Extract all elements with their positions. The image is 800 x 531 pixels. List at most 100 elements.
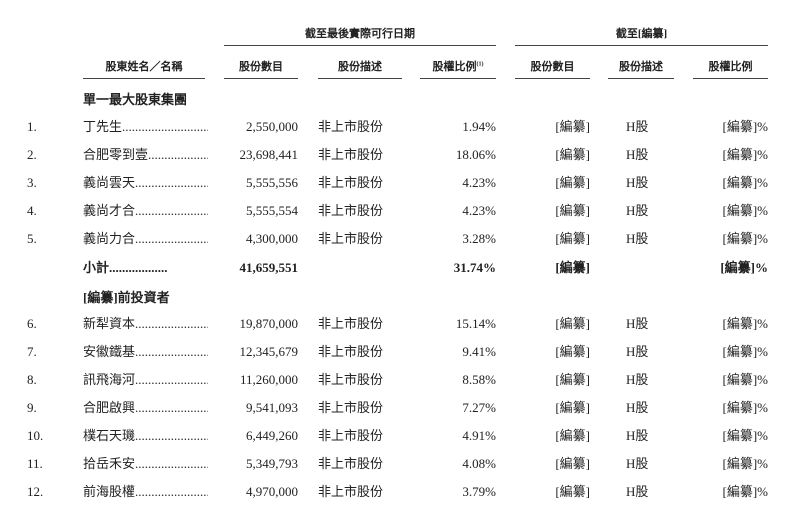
shareholder-name: 義尚雲天.............................. — [83, 175, 208, 190]
divider — [318, 78, 402, 79]
table-row: 12. 前海股權.............................. 4,9… — [0, 478, 800, 506]
ownership-pct-2: [編纂]% — [722, 456, 769, 471]
name-text: 丁先生 — [83, 119, 123, 134]
shares: 12,345,679 — [239, 344, 299, 359]
shares-2: [編纂] — [555, 456, 590, 471]
shares-2: [編纂] — [555, 175, 590, 190]
share-description: 非上市股份 — [318, 119, 384, 134]
table-row: 4. 義尚才合.............................. 5,55… — [0, 197, 800, 225]
group-header-latest-date: 截至最後實際可行日期 — [305, 28, 415, 40]
ownership-pct-2: [編纂]% — [722, 428, 769, 443]
shares: 19,870,000 — [239, 316, 299, 331]
row-number: 12. — [27, 484, 44, 499]
name-text: 樸石天璣 — [83, 428, 136, 443]
ownership-pct: 4.08% — [462, 456, 496, 471]
shares-2: [編纂] — [555, 484, 590, 499]
subtotal-row: 小計.................. 41,659,551 31.74% [… — [0, 254, 800, 282]
ownership-pct-2: [編纂]% — [722, 484, 769, 499]
shareholder-name: 新犁資本.............................. — [83, 316, 208, 331]
table-row: 10. 樸石天璣.............................. 6,4… — [0, 422, 800, 450]
shares: 4,970,000 — [246, 484, 298, 499]
subtotal-label: 小計.................. — [83, 260, 168, 275]
ownership-pct: 4.23% — [462, 175, 496, 190]
name-text: 拾岳禾安 — [83, 456, 136, 471]
table-row: 2. 合肥零到壹.............................. 23,… — [0, 141, 800, 169]
shares-2: [編纂] — [555, 344, 590, 359]
ownership-pct: 3.79% — [462, 484, 496, 499]
row-number: 8. — [27, 372, 37, 387]
shares: 11,260,000 — [239, 372, 298, 387]
row-number: 10. — [27, 428, 44, 443]
ownership-pct-2: [編纂]% — [722, 147, 769, 162]
shareholder-name: 義尚力合.............................. — [83, 231, 208, 246]
shares: 4,300,000 — [246, 231, 298, 246]
share-description-2: H股 — [626, 147, 649, 162]
divider — [224, 45, 496, 46]
row-number: 9. — [27, 400, 37, 415]
shares-2: [編纂] — [555, 203, 590, 218]
row-number: 2. — [27, 147, 37, 162]
row-number: 5. — [27, 231, 37, 246]
shares: 5,555,554 — [246, 203, 298, 218]
shares: 6,449,260 — [246, 428, 298, 443]
divider — [608, 78, 674, 79]
share-description: 非上市股份 — [318, 344, 384, 359]
shares-2: [編纂] — [555, 119, 590, 134]
divider — [515, 45, 768, 46]
ownership-pct: 3.28% — [462, 231, 496, 246]
share-description: 非上市股份 — [318, 175, 384, 190]
footnote-marker: (1) — [476, 61, 484, 68]
shareholder-name: 合肥零到壹.............................. — [83, 147, 208, 162]
subtotal-shares: 41,659,551 — [239, 260, 299, 275]
share-description: 非上市股份 — [318, 316, 384, 331]
share-description: 非上市股份 — [318, 456, 384, 471]
row-number: 4. — [27, 203, 37, 218]
row-number: 7. — [27, 344, 37, 359]
share-description-2: H股 — [626, 456, 649, 471]
ownership-pct: 15.14% — [455, 316, 496, 331]
share-description: 非上市股份 — [318, 484, 384, 499]
ownership-pct-2: [編纂]% — [722, 400, 769, 415]
shares: 9,541,093 — [246, 400, 298, 415]
share-description-2: H股 — [626, 344, 649, 359]
col-header-shares-2: 股份數目 — [530, 61, 575, 73]
table-row: 9. 合肥啟興.............................. 9,54… — [0, 394, 800, 422]
ownership-pct: 9.41% — [462, 344, 496, 359]
ownership-pct: 4.91% — [462, 428, 496, 443]
share-description-2: H股 — [626, 175, 649, 190]
shares-2: [編纂] — [555, 147, 590, 162]
table-row: 5. 義尚力合.............................. 4,30… — [0, 225, 800, 253]
shares: 2,550,000 — [246, 119, 298, 134]
ownership-pct-2: [編纂]% — [722, 231, 769, 246]
col-header-ratio: 股權比例(1) — [420, 58, 496, 74]
row-number: 1. — [27, 119, 37, 134]
share-description-2: H股 — [626, 484, 649, 499]
row-number: 6. — [27, 316, 37, 331]
name-text: 合肥啟興 — [83, 400, 136, 415]
shares: 5,349,793 — [246, 456, 298, 471]
table-row: 11. 拾岳禾安.............................. 5,3… — [0, 450, 800, 478]
share-description-2: H股 — [626, 400, 649, 415]
shareholder-name: 樸石天璣.............................. — [83, 428, 208, 443]
shares: 5,555,556 — [246, 175, 298, 190]
col-header-name: 股東姓名／名稱 — [105, 61, 183, 73]
shares-2: [編纂] — [555, 316, 590, 331]
share-description: 非上市股份 — [318, 372, 384, 387]
divider — [515, 78, 590, 79]
shareholder-name: 前海股權.............................. — [83, 484, 208, 499]
shareholder-name: 安徽鐵基.............................. — [83, 344, 208, 359]
row-number: 3. — [27, 175, 37, 190]
share-description: 非上市股份 — [318, 231, 384, 246]
share-description: 非上市股份 — [318, 428, 384, 443]
ownership-pct-2: [編纂]% — [722, 344, 769, 359]
shareholder-name: 丁先生.............................. — [83, 119, 208, 134]
shares-2: [編纂] — [555, 428, 590, 443]
table-row: 7. 安徽鐵基.............................. 12,3… — [0, 338, 800, 366]
share-description: 非上市股份 — [318, 147, 384, 162]
share-description-2: H股 — [626, 372, 649, 387]
section-title: [編纂]前投資者 — [83, 290, 170, 305]
ownership-pct: 4.23% — [462, 203, 496, 218]
ownership-pct-2: [編纂]% — [722, 316, 769, 331]
shares-2: [編纂] — [555, 400, 590, 415]
group-header-redacted: 截至[編纂] — [615, 28, 668, 40]
